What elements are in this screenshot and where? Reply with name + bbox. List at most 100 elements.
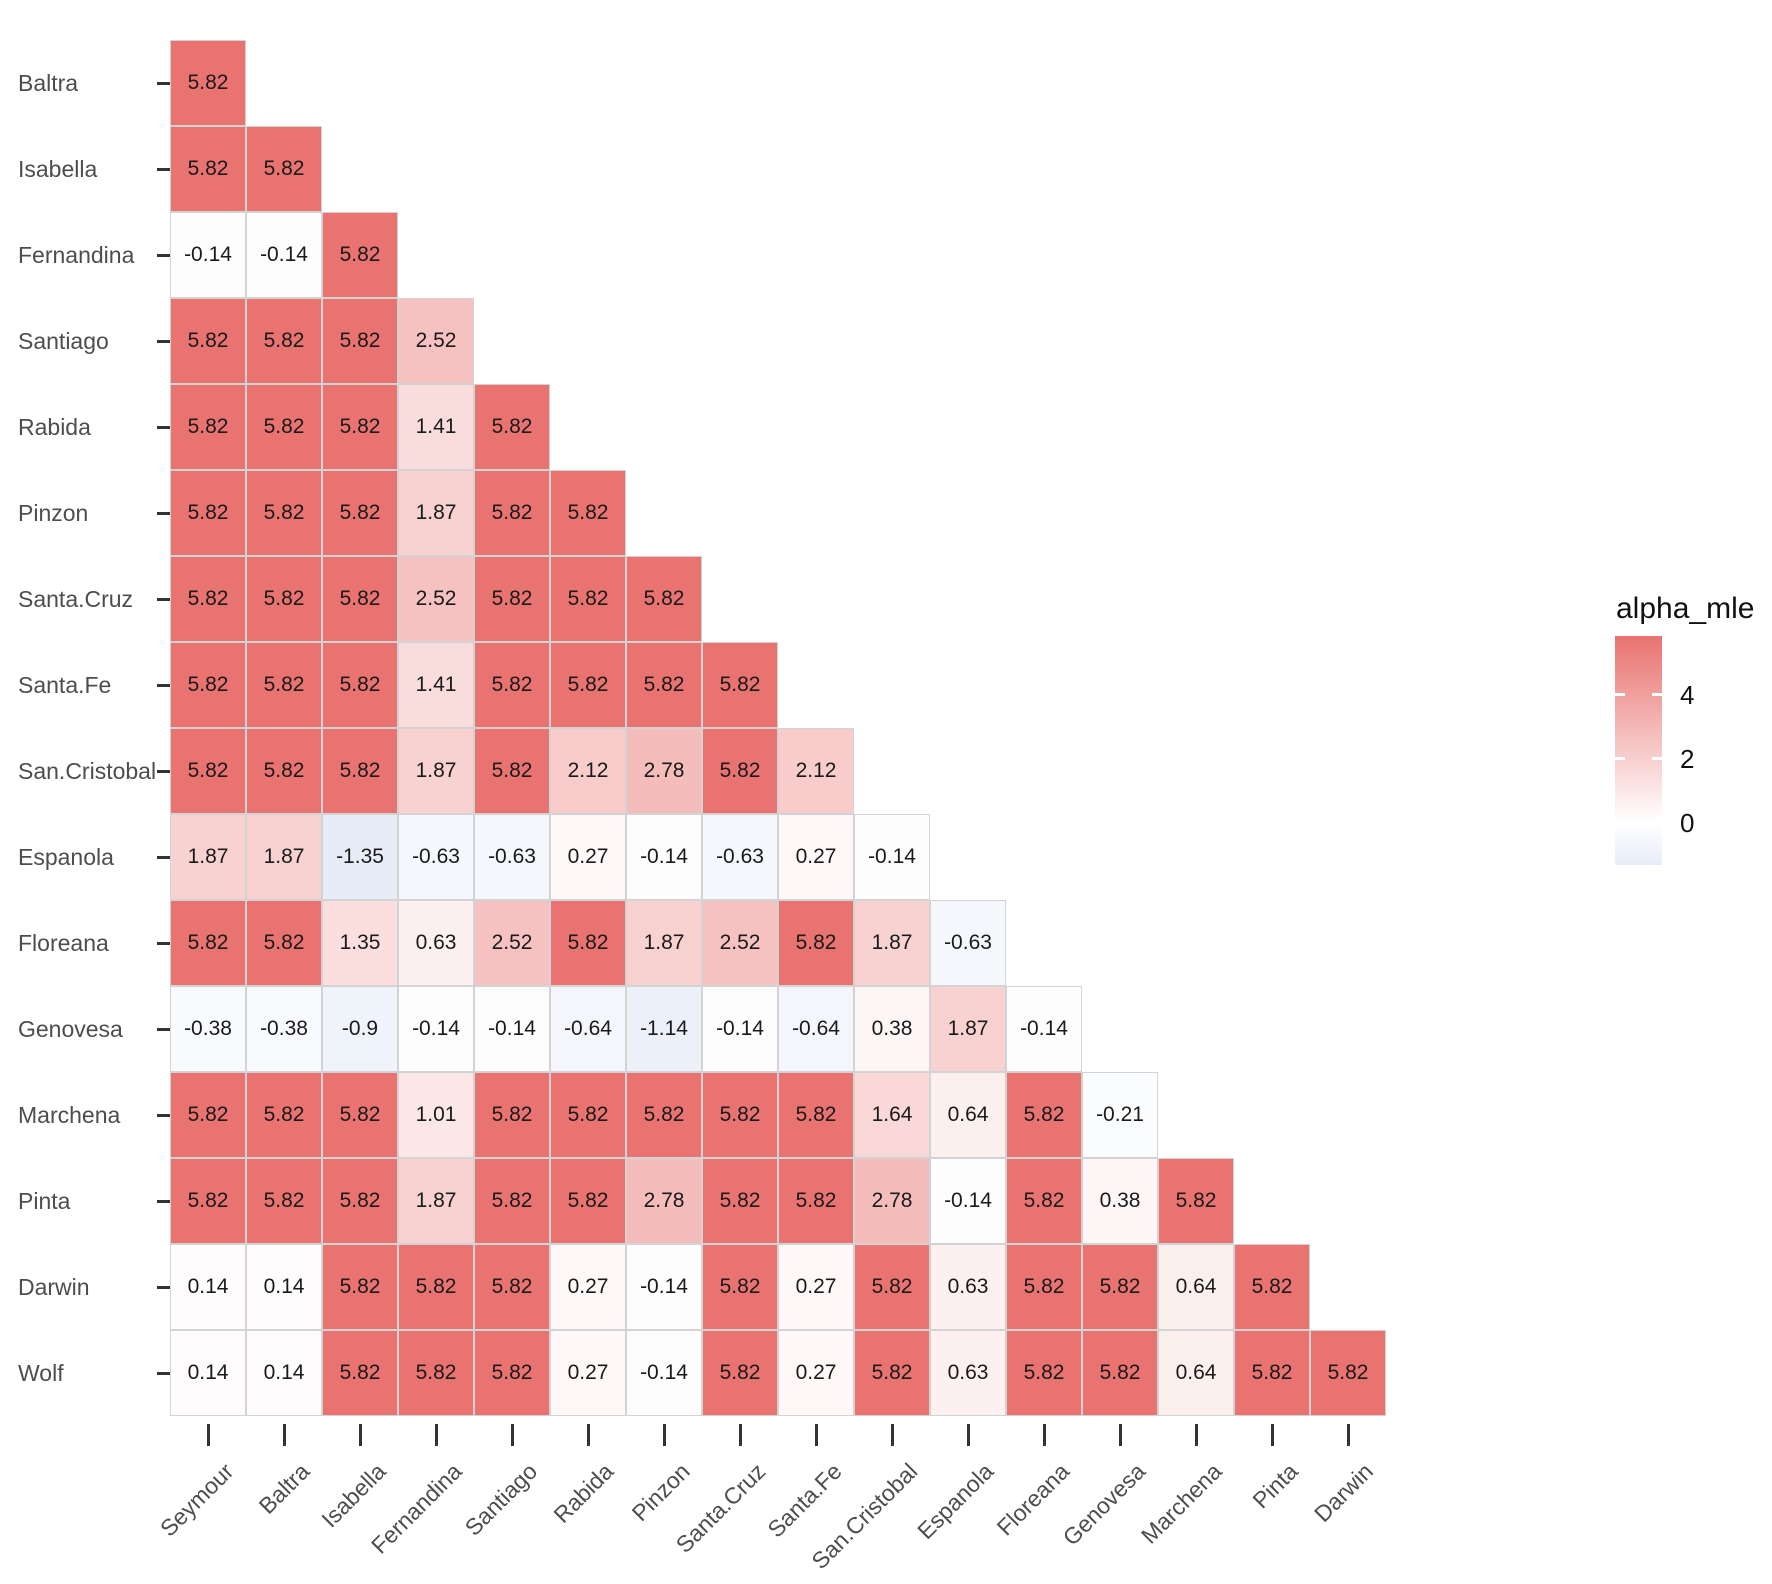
heatmap-cell: 5.82 [246,126,322,212]
x-axis-label: Espanola [912,1458,999,1545]
cell-value: -0.14 [640,845,688,868]
heatmap-cell: 5.82 [170,900,246,986]
cell-value: 5.82 [1023,1275,1065,1298]
cell-value: -0.38 [184,1017,232,1040]
heatmap-cell: 2.52 [474,900,550,986]
heatmap-cell: 5.82 [170,642,246,728]
heatmap-cell: 5.82 [1310,1330,1386,1416]
y-axis-label: Genovesa [18,1015,123,1042]
heatmap-cell: -0.14 [702,986,778,1072]
cell-value: 5.82 [719,1361,761,1384]
legend-tick-mark [1652,756,1662,760]
y-axis-tick-mark [157,511,177,515]
cell-value: 5.82 [1175,1189,1217,1212]
cell-value: 5.82 [339,243,381,266]
heatmap-cell: 5.82 [170,298,246,384]
cell-value: 5.82 [871,1275,913,1298]
heatmap-cell: 5.82 [550,900,626,986]
heatmap-cell: 5.82 [322,212,398,298]
cell-value: 5.82 [187,759,229,782]
y-axis-tick-mark [157,81,177,85]
cell-value: 5.82 [567,501,609,524]
cell-value: 5.82 [187,673,229,696]
heatmap-cell: 0.14 [246,1330,322,1416]
cell-value: 5.82 [643,1103,685,1126]
cell-value: 5.82 [263,157,305,180]
cell-value: 0.63 [415,931,457,954]
heatmap-cell: -0.14 [930,1158,1006,1244]
heatmap-cell: 5.82 [170,470,246,556]
cell-value: 1.87 [643,931,685,954]
cell-value: 0.64 [1175,1275,1217,1298]
cell-value: 5.82 [1251,1361,1293,1384]
heatmap-cell: 5.82 [626,1072,702,1158]
cell-value: 1.87 [871,931,913,954]
cell-value: -0.14 [1020,1017,1068,1040]
y-axis-tick-mark [157,1199,177,1203]
heatmap-cell: -0.38 [246,986,322,1072]
y-axis-tick-mark [157,855,177,859]
cell-value: 5.82 [491,415,533,438]
y-axis-tick-mark [157,1371,177,1375]
heatmap-cell: 5.82 [246,298,322,384]
heatmap-cell: 2.12 [778,728,854,814]
cell-value: 5.82 [567,931,609,954]
cell-value: 1.01 [415,1103,457,1126]
cell-value: 5.82 [339,1103,381,1126]
cell-value: 2.52 [415,587,457,610]
heatmap-cell: 2.52 [398,298,474,384]
heatmap-cell: 5.82 [702,1244,778,1330]
cell-value: 0.27 [795,1361,837,1384]
cell-value: 1.87 [187,845,229,868]
legend-tick-mark [1652,692,1662,696]
cell-value: 5.82 [339,1275,381,1298]
cell-value: 1.87 [263,845,305,868]
x-axis-tick-mark [1270,1424,1274,1446]
heatmap-cell: 5.82 [170,384,246,470]
cell-value: -0.14 [640,1275,688,1298]
cell-value: 5.82 [1023,1361,1065,1384]
heatmap-cell: 0.38 [1082,1158,1158,1244]
cell-value: 5.82 [491,1361,533,1384]
heatmap-cell: -0.21 [1082,1072,1158,1158]
heatmap-cell: 5.82 [702,1330,778,1416]
heatmap-cell: 5.82 [322,728,398,814]
cell-value: 5.82 [187,1103,229,1126]
x-axis-tick-mark [358,1424,362,1446]
x-axis-label: Pinta [1246,1458,1303,1514]
cell-value: 2.52 [719,931,761,954]
x-axis-tick-mark [206,1424,210,1446]
heatmap-cell: 5.82 [626,556,702,642]
cell-value: 5.82 [339,329,381,352]
cell-value: -0.14 [868,845,916,868]
cell-value: 0.14 [187,1361,229,1384]
cell-value: 0.14 [263,1361,305,1384]
heatmap-cell: -0.14 [474,986,550,1072]
cell-value: 5.82 [187,415,229,438]
heatmap-cell: 0.63 [930,1330,1006,1416]
heatmap-cell: 5.82 [1006,1072,1082,1158]
heatmap-cell: 5.82 [474,728,550,814]
heatmap-cell: 5.82 [398,1330,474,1416]
heatmap-cell: 1.87 [626,900,702,986]
cell-value: 5.82 [871,1361,913,1384]
heatmap-cell: 5.82 [322,1330,398,1416]
x-axis-tick-mark [434,1424,438,1446]
heatmap-cell: 5.82 [246,384,322,470]
cell-value: -0.63 [716,845,764,868]
heatmap-cell: 5.82 [1006,1244,1082,1330]
heatmap-cell: 0.63 [930,1244,1006,1330]
cell-value: 5.82 [491,501,533,524]
heatmap-cell: 1.41 [398,642,474,728]
heatmap-cell: -0.14 [398,986,474,1072]
heatmap-cell: 5.82 [550,470,626,556]
heatmap-cell: -0.64 [778,986,854,1072]
cell-value: 0.63 [947,1275,989,1298]
heatmap-cell: 5.82 [474,384,550,470]
heatmap-cell: 1.01 [398,1072,474,1158]
cell-value: 2.12 [567,759,609,782]
cell-value: -0.14 [944,1189,992,1212]
y-axis-label: San.Cristobal [18,757,157,784]
x-axis-label: Rabida [548,1458,619,1528]
